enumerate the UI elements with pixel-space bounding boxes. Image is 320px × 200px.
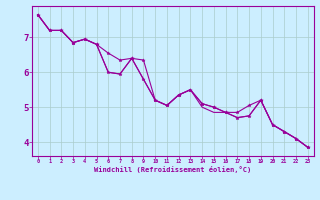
X-axis label: Windchill (Refroidissement éolien,°C): Windchill (Refroidissement éolien,°C) — [94, 166, 252, 173]
